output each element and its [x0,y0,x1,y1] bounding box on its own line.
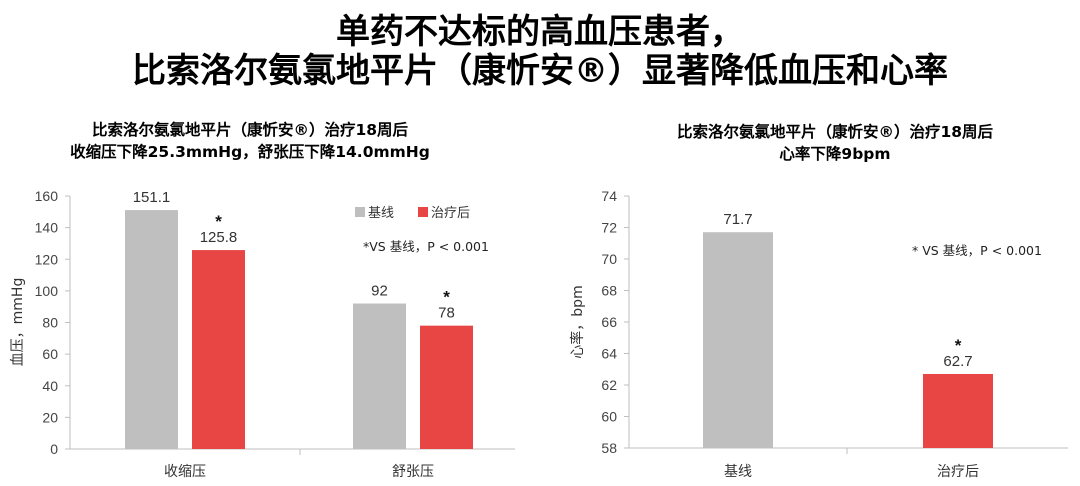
bp-chart: 血压，mmHg *VS 基线，P < 0.001 0 20 40 60 80 100 120… [10,188,515,480]
hr-data-label: 62.7 [943,353,972,370]
bp-y-tick-label: 20 [42,409,58,425]
bp-y-tick-label: 0 [50,441,58,457]
bp-significance-star: * [443,288,450,307]
bp-y-tick-label: 120 [35,251,59,267]
hr-category-label: 治疗后 [937,464,979,480]
bp-legend-swatch [355,207,365,217]
hr-y-tick-label: 66 [601,314,617,330]
hr-y-tick-label: 64 [601,346,617,362]
bp-chart-title-line1: 比索洛尔氨氯地平片（康忻安®）治疗18周后 [91,121,409,139]
bp-y-tick-label: 80 [42,315,58,331]
hr-significance-star: * [955,336,962,355]
main-title-line2: 比索洛尔氨氯地平片（康忻安®）显著降低血压和心率 [132,51,948,91]
main-title-line1: 单药不达标的高血压患者， [336,12,744,52]
hr-category-label: 基线 [724,463,752,480]
bp-significance-note: *VS 基线，P < 0.001 [363,239,489,254]
hr-bar-treated [923,373,993,448]
bp-y-tick-label: 160 [35,188,59,204]
hr-y-tick-label: 68 [601,283,617,299]
bp-legend-label: 基线 [368,206,394,221]
bp-y-tick-label: 40 [42,378,58,394]
hr-chart: 心率，bpm * VS 基线，P < 0.001 58 60 62 64 66 68 70 7… [569,188,1068,480]
hr-y-axis-label: 心率，bpm [569,285,586,358]
bp-y-axis-label: 血压，mmHg [10,278,26,367]
bp-data-label: 125.8 [200,229,238,246]
bp-significance-star: * [215,212,222,231]
bp-legend-label: 治疗后 [431,206,470,221]
bp-y-tick-label: 100 [35,283,59,299]
hr-y-tick-label: 70 [601,251,617,267]
bp-data-label: 151.1 [133,189,171,206]
bp-data-label: 92 [371,283,388,300]
bp-y-tick-label: 60 [42,346,58,362]
bp-bar-treated [192,250,245,449]
bp-bar-baseline [353,303,406,449]
hr-y-tick-label: 60 [601,409,617,425]
bp-y-tick-label: 140 [35,220,59,236]
bp-category-label: 舒张压 [392,464,434,480]
bp-category-label: 收缩压 [164,464,206,480]
hr-y-tick-label: 72 [601,220,617,236]
bp-bar-baseline [125,210,178,449]
bp-data-label: 78 [438,305,455,322]
hr-bar-baseline [703,232,773,448]
bp-chart-title-line2: 收缩压下降25.3mmHg，舒张压下降14.0mmHg [70,143,430,161]
bp-legend-swatch [418,207,428,217]
hr-significance-note: * VS 基线，P < 0.001 [912,243,1042,258]
hr-chart-title-line2: 心率下降9bpm [779,145,891,163]
hr-data-label: 71.7 [723,211,752,228]
bp-chart-title: 比索洛尔氨氯地平片（康忻安®）治疗18周后 收缩压下降25.3mmHg，舒张压下… [40,119,460,163]
hr-y-tick-label: 62 [601,377,617,393]
hr-chart-title-line1: 比索洛尔氨氯地平片（康忻安®）治疗18周后 [676,123,994,141]
hr-y-tick-label: 74 [601,188,617,204]
bp-bar-treated [420,325,473,449]
hr-y-tick-label: 58 [601,440,617,456]
hr-chart-title: 比索洛尔氨氯地平片（康忻安®）治疗18周后 心率下降9bpm [620,121,1050,165]
